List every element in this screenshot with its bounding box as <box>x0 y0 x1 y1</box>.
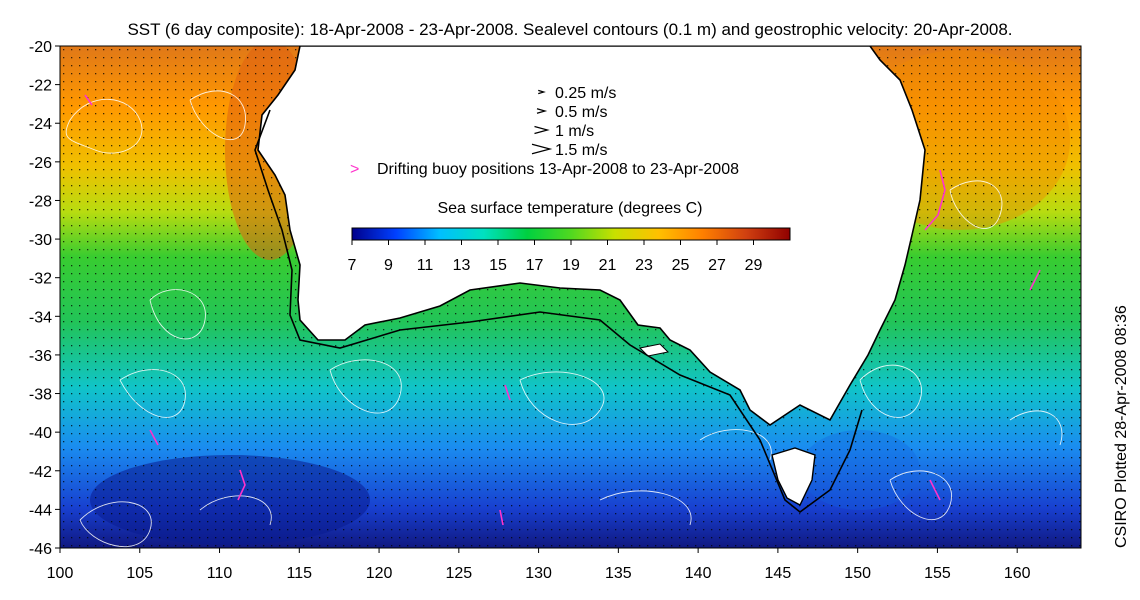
velocity-legend-label: 0.5 m/s <box>555 104 607 121</box>
buoy-legend-label: Drifting buoy positions 13-Apr-2008 to 2… <box>377 161 739 178</box>
colorbar-tick-label: 25 <box>672 257 690 274</box>
tasmania-landmass <box>771 447 816 506</box>
x-tick-label: 150 <box>844 565 871 582</box>
colorbar-title: Sea surface temperature (degrees C) <box>437 200 702 217</box>
y-tick-label: -44 <box>29 502 52 519</box>
colorbar-tick-label: 11 <box>417 257 434 274</box>
x-tick-label: 100 <box>47 565 74 582</box>
velocity-arrow <box>531 143 553 155</box>
x-axis: 100 105 110 115 120 125 130 135 140 145 150 155 160 <box>47 548 1031 582</box>
x-tick-label: 135 <box>605 565 632 582</box>
velocity-arrow <box>538 89 546 95</box>
y-tick-label: -20 <box>29 39 52 56</box>
velocity-legend-label: 0.25 m/s <box>555 85 616 102</box>
velocity-arrow <box>534 125 550 135</box>
colorbar-tick-label: 29 <box>745 257 763 274</box>
colorbar-tick-label: 17 <box>526 257 544 274</box>
y-tick-label: -24 <box>29 116 52 133</box>
y-tick-label: -46 <box>29 541 52 558</box>
sealevel-contours <box>65 90 1063 548</box>
y-tick-label: -40 <box>29 425 52 442</box>
x-tick-label: 130 <box>525 565 552 582</box>
y-tick-label: -30 <box>29 232 52 249</box>
x-tick-label: 115 <box>287 565 313 582</box>
x-tick-label: 145 <box>765 565 792 582</box>
velocity-legend-label: 1.5 m/s <box>555 142 607 159</box>
colorbar-tick-label: 9 <box>384 257 393 274</box>
colorbar-tick-label: 23 <box>635 257 653 274</box>
plot-credit: CSIRO Plotted 28-Apr-2008 08:36 <box>1113 305 1130 548</box>
colorbar <box>351 227 791 241</box>
x-tick-label: 155 <box>924 565 951 582</box>
map-title: SST (6 day composite): 18-Apr-2008 - 23-… <box>127 20 1013 39</box>
y-tick-label: -42 <box>29 464 52 481</box>
buoy-symbol: > <box>350 161 359 178</box>
y-tick-label: -26 <box>29 155 52 172</box>
x-tick-label: 160 <box>1004 565 1031 582</box>
colorbar-ticks: 7 9 11 13 15 17 19 21 23 25 27 29 <box>348 240 763 274</box>
y-tick-label: -38 <box>29 387 52 404</box>
colorbar-tick-label: 13 <box>453 257 471 274</box>
x-tick-label: 110 <box>207 565 233 582</box>
velocity-legend-label: 1 m/s <box>555 123 594 140</box>
x-tick-label: 140 <box>685 565 712 582</box>
velocity-legend: 0.25 m/s 0.5 m/s 1 m/s 1.5 m/s <box>531 85 616 159</box>
y-tick-label: -22 <box>29 78 52 95</box>
colorbar-tick-label: 21 <box>599 257 617 274</box>
y-tick-label: -28 <box>29 193 52 210</box>
x-tick-label: 125 <box>445 565 472 582</box>
x-tick-label: 105 <box>126 565 153 582</box>
y-tick-label: -36 <box>29 348 52 365</box>
colorbar-tick-label: 7 <box>348 257 357 274</box>
colorbar-tick-label: 27 <box>708 257 726 274</box>
buoy-tracks <box>84 94 1041 526</box>
y-tick-label: -32 <box>29 271 52 288</box>
shelf-edge-line <box>254 109 863 514</box>
velocity-arrow <box>536 108 548 114</box>
y-tick-label: -34 <box>29 309 52 326</box>
plot-frame <box>59 45 1082 549</box>
colorbar-tick-label: 15 <box>489 257 507 274</box>
x-tick-label: 120 <box>366 565 393 582</box>
colorbar-tick-label: 19 <box>562 257 580 274</box>
y-axis: -20 -22 -24 -26 -28 -30 -32 -34 -36 -38 -40 -42 -44 -… <box>29 39 60 558</box>
